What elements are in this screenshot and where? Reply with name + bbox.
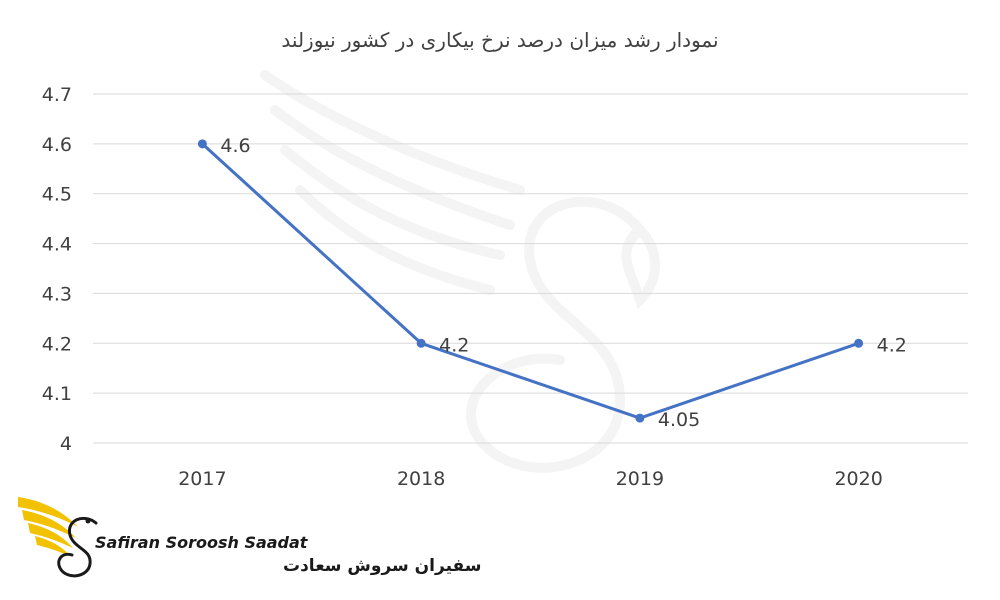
- y-tick-label: 4.5: [42, 184, 72, 206]
- data-label: 4.6: [220, 135, 250, 157]
- data-point: [416, 338, 426, 348]
- y-axis: 4 4.1 4.2 4.3 4.4 4.5 4.6 4.7: [42, 84, 72, 455]
- series-line: [200, 142, 861, 420]
- y-tick-label: 4.1: [42, 383, 72, 405]
- y-tick-label: 4.3: [42, 283, 72, 305]
- data-point: [635, 413, 645, 423]
- brand-logo: Safiran Soroosh Saadat سفیران سروش سعادت: [18, 497, 481, 578]
- watermark-swan-icon: [260, 70, 660, 473]
- logo-latin-name: Safiran Soroosh Saadat: [95, 533, 309, 552]
- gridlines: [93, 93, 968, 444]
- wing-logo-icon: [18, 497, 98, 578]
- y-tick-label: 4.4: [42, 234, 72, 256]
- data-label: 4.2: [439, 334, 469, 356]
- chart-title: نمودار رشد میزان درصد نرخ بیکاری در کشور…: [281, 28, 718, 52]
- data-labels: 4.6 4.2 4.05 4.2: [220, 135, 906, 431]
- data-label: 4.05: [658, 409, 700, 431]
- x-axis: 2017 2018 2019 2020: [178, 468, 883, 490]
- x-tick-label: 2018: [397, 468, 445, 490]
- logo-farsi-name: سفیران سروش سعادت: [283, 556, 481, 576]
- x-tick-label: 2017: [178, 468, 226, 490]
- y-tick-label: 4: [60, 433, 72, 455]
- data-point: [197, 139, 207, 149]
- y-tick-label: 4.6: [42, 134, 72, 156]
- y-tick-label: 4.7: [42, 84, 72, 106]
- y-tick-label: 4.2: [42, 333, 72, 355]
- x-tick-label: 2020: [834, 468, 882, 490]
- data-point: [854, 338, 864, 348]
- data-label: 4.2: [877, 334, 907, 356]
- x-tick-label: 2019: [616, 468, 664, 490]
- series: [197, 139, 864, 423]
